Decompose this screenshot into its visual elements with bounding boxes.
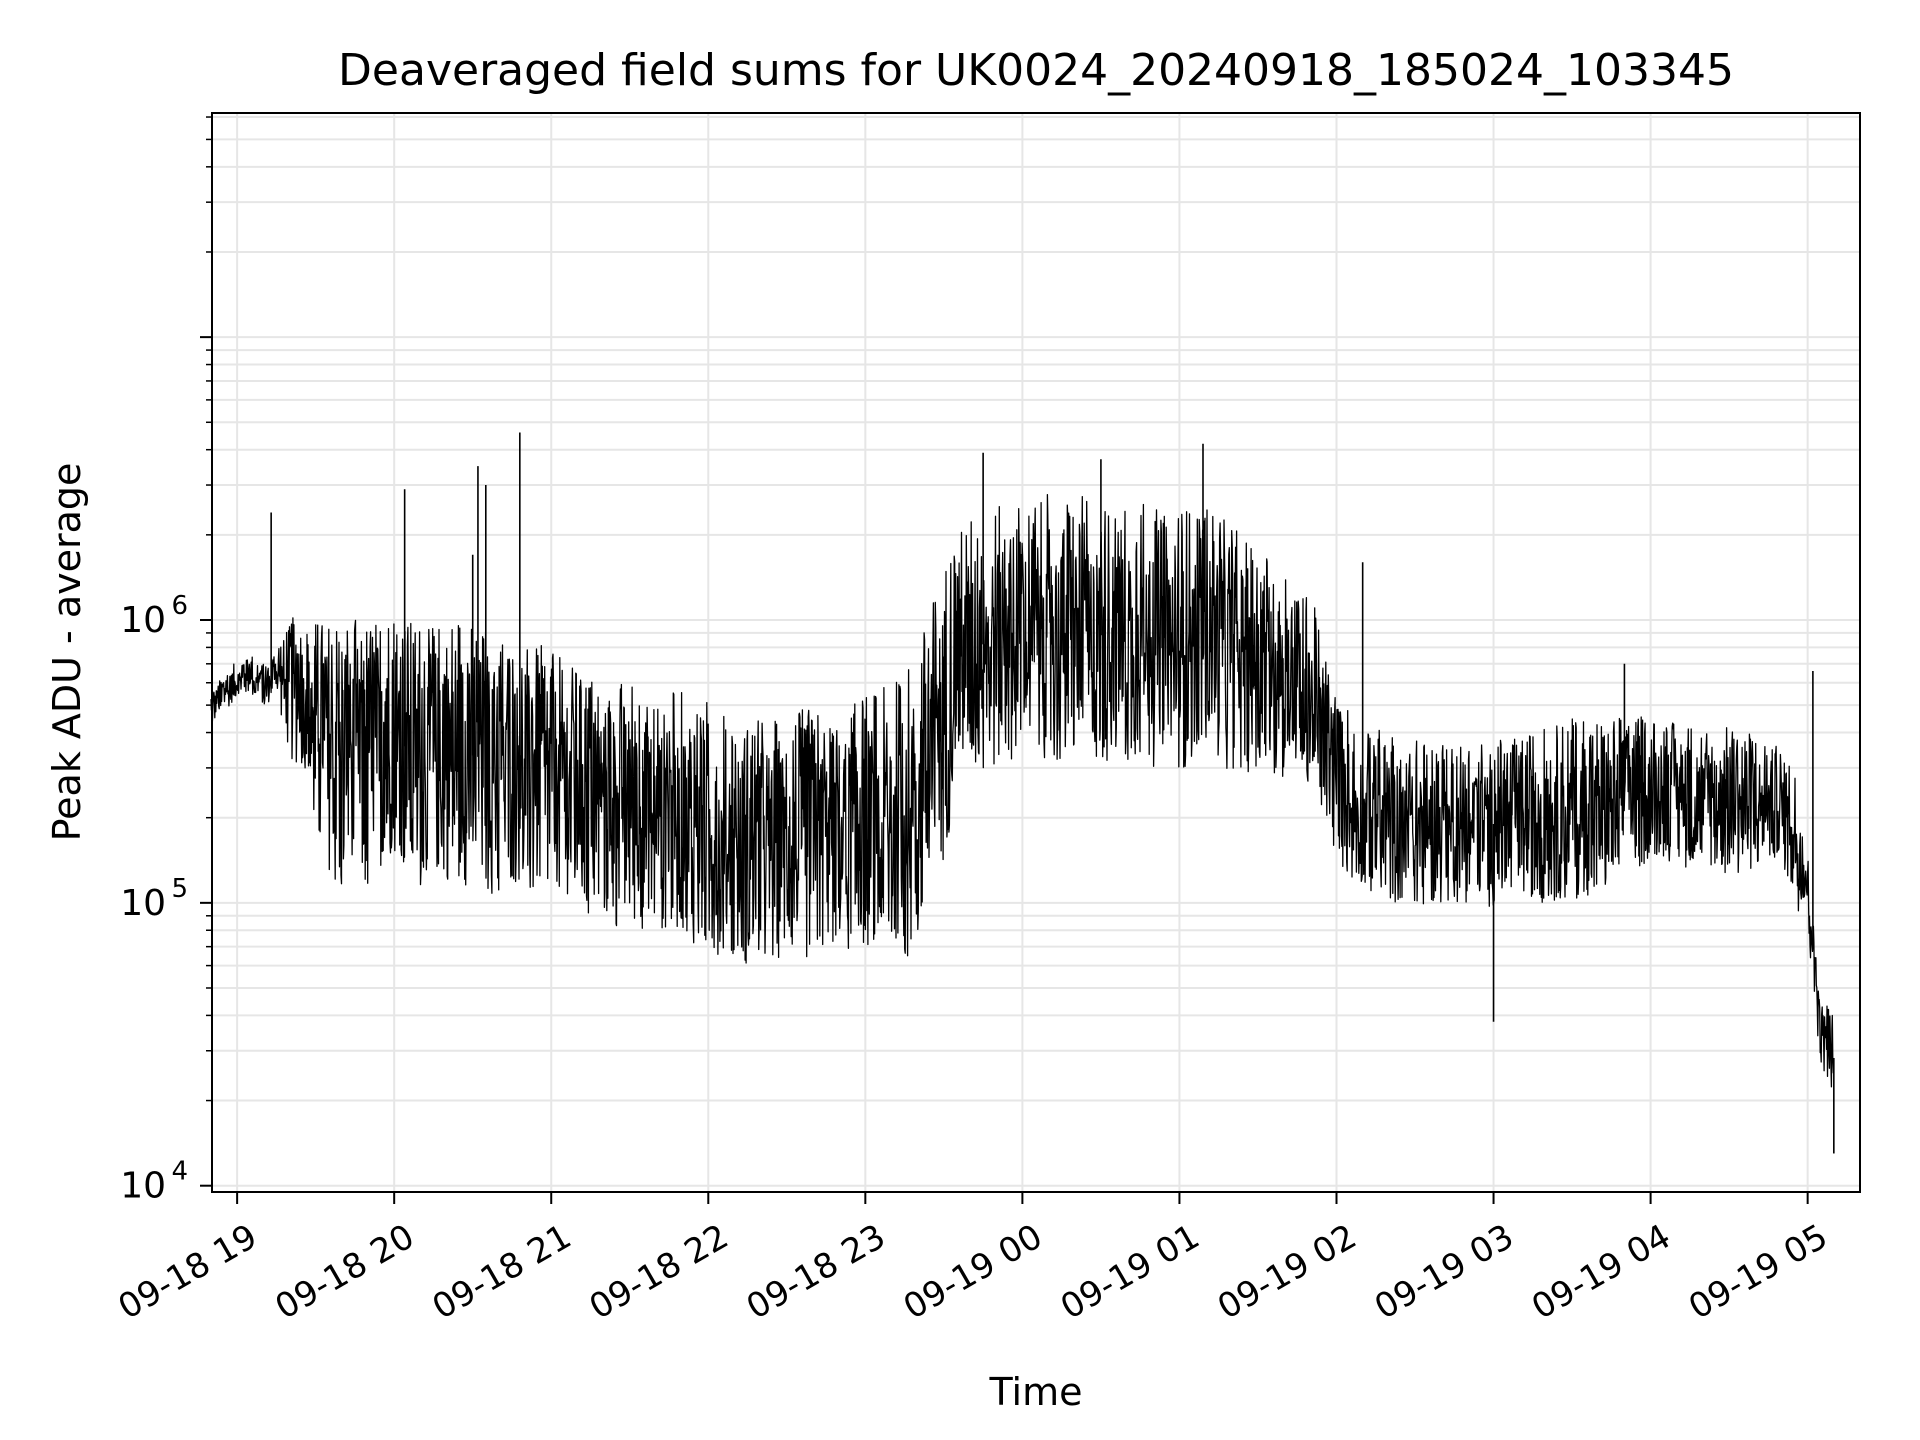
y-tick-label: 10 xyxy=(120,600,166,641)
y-tick-label-exponent: 6 xyxy=(171,591,188,621)
y-tick-label-exponent: 4 xyxy=(171,1157,188,1187)
chart-title: Deaveraged field sums for UK0024_2024091… xyxy=(338,45,1734,96)
grid-layer xyxy=(212,113,1860,1192)
plot-frame xyxy=(211,112,1861,1193)
y-tick-label: 10 xyxy=(120,1166,166,1207)
data-layer xyxy=(210,432,1835,1154)
x-axis-label: Time xyxy=(989,1370,1083,1414)
y-tick-label-exponent: 5 xyxy=(171,874,188,904)
series-line xyxy=(210,493,1835,1088)
y-tick-label: 10 xyxy=(120,883,166,924)
y-axis-label: Peak ADU - average xyxy=(45,463,89,842)
